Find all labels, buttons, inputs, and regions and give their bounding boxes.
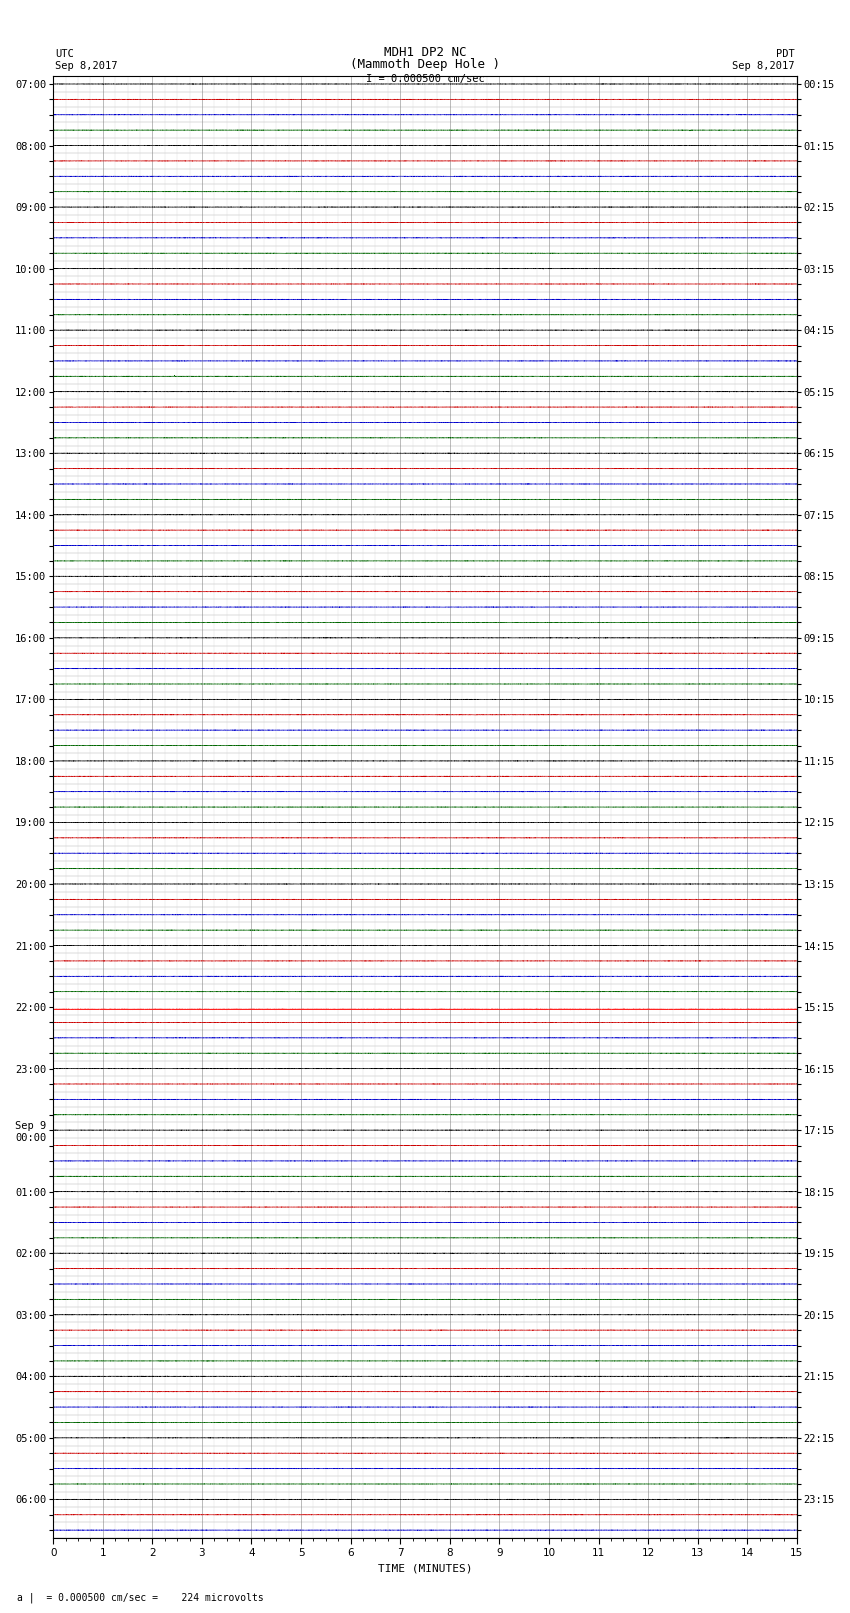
Text: Sep 8,2017: Sep 8,2017 [55, 61, 118, 71]
Text: MDH1 DP2 NC: MDH1 DP2 NC [383, 45, 467, 58]
Text: I = 0.000500 cm/sec: I = 0.000500 cm/sec [366, 74, 484, 84]
X-axis label: TIME (MINUTES): TIME (MINUTES) [377, 1565, 473, 1574]
Text: Sep 8,2017: Sep 8,2017 [732, 61, 795, 71]
Text: a |  = 0.000500 cm/sec =    224 microvolts: a | = 0.000500 cm/sec = 224 microvolts [17, 1592, 264, 1603]
Text: (Mammoth Deep Hole ): (Mammoth Deep Hole ) [350, 58, 500, 71]
Text: PDT: PDT [776, 48, 795, 58]
Text: UTC: UTC [55, 48, 74, 58]
